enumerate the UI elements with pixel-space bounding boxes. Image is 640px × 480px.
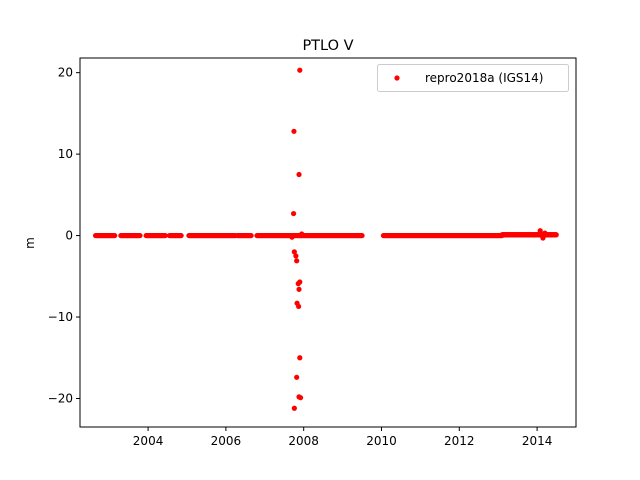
data-point	[137, 232, 143, 239]
data-point	[537, 228, 543, 234]
data-point	[290, 210, 297, 217]
data-point	[291, 405, 297, 411]
data-point	[294, 258, 300, 264]
data-point	[178, 232, 184, 239]
x-tick-label-5: 2014	[522, 434, 553, 448]
data-point	[540, 235, 546, 241]
data-point	[296, 171, 302, 178]
legend: repro2018a (IGS14)	[377, 64, 569, 92]
data-point	[112, 232, 118, 239]
x-axis-ticks: 2004 2006 2008 2010 2012 2014	[133, 427, 553, 448]
data-point	[248, 232, 254, 239]
data-point	[297, 355, 303, 361]
data-point	[297, 67, 303, 73]
data-point	[294, 374, 300, 380]
data-points	[92, 67, 559, 411]
data-point	[297, 395, 304, 401]
y-tick-label-1: −10	[48, 310, 73, 324]
data-point	[162, 232, 168, 239]
x-tick-label-0: 2004	[133, 434, 164, 448]
legend-box	[377, 64, 569, 92]
plot-area-frame	[79, 57, 577, 428]
data-point	[289, 234, 295, 240]
data-point	[291, 128, 297, 134]
legend-marker	[394, 75, 400, 81]
data-point	[553, 232, 559, 238]
x-tick-label-1: 2006	[211, 434, 242, 448]
data-point	[296, 286, 302, 292]
data-point	[293, 253, 299, 259]
x-tick-label-2: 2008	[288, 434, 319, 448]
x-tick-label-4: 2012	[444, 434, 475, 448]
y-tick-label-0: −20	[48, 391, 73, 405]
y-axis-label: m	[23, 237, 37, 249]
data-point	[291, 249, 297, 255]
legend-label-repro2018a: repro2018a (IGS14)	[425, 71, 543, 85]
x-tick-label-3: 2010	[366, 434, 397, 448]
data-point	[295, 281, 301, 287]
y-tick-label-2: 0	[65, 229, 73, 243]
y-tick-label-4: 20	[58, 66, 73, 80]
y-axis-ticks: −20 −10 0 10 20	[48, 66, 80, 405]
data-point	[359, 232, 365, 239]
chart-title: PTLO V	[302, 38, 353, 54]
y-tick-label-3: 10	[58, 147, 73, 161]
data-point	[299, 231, 305, 237]
data-point	[542, 230, 548, 236]
data-point	[296, 303, 302, 310]
